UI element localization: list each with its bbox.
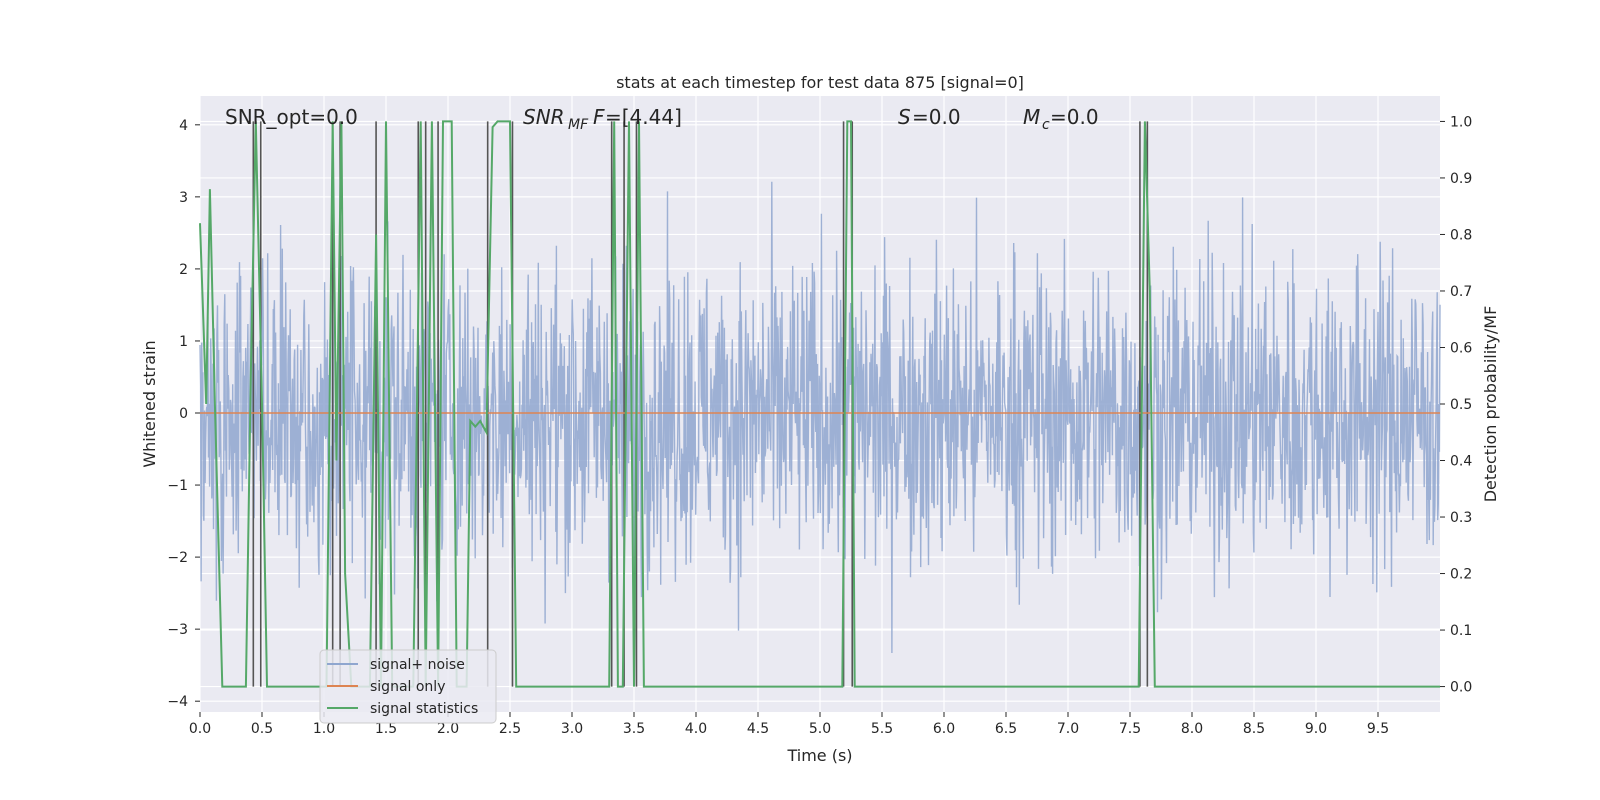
- y-axis-ticks: −4 −3 −2 −1 0 1 2 3 4: [167, 118, 200, 710]
- y-tick-label: −1: [167, 478, 188, 494]
- svg-text:=[4.44]: =[4.44]: [605, 105, 682, 129]
- svg-text:M: M: [1023, 105, 1040, 129]
- x-tick-label: 9.0: [1305, 721, 1327, 737]
- legend-label-signal-noise: signal+ noise: [370, 657, 465, 673]
- y2-tick-label: 0.4: [1450, 454, 1472, 470]
- svg-text:F: F: [593, 105, 605, 129]
- x-tick-label: 5.5: [871, 721, 893, 737]
- annotation-s: S =0.0: [898, 105, 961, 129]
- y2-tick-label: 0.8: [1450, 227, 1472, 243]
- signal-noise-series: [199, 181, 1441, 654]
- x-axis-label: Time (s): [786, 746, 852, 765]
- svg-text:S: S: [898, 105, 911, 129]
- svg-text:=0.0: =0.0: [912, 105, 961, 129]
- x-tick-label: 6.5: [995, 721, 1017, 737]
- annotation-snr-mf: SNR MF F =[4.44]: [523, 105, 682, 133]
- x-axis-ticks: 0.0 0.5 1.0 1.5 2.0 2.5 3.0 3.5 4.0 4.5 5.0 5.5 6.0 6…: [189, 712, 1389, 737]
- y-tick-label: −4: [167, 694, 188, 710]
- x-tick-label: 3.0: [561, 721, 583, 737]
- signal-statistics-series: [199, 120, 1440, 688]
- y2-tick-label: 0.2: [1450, 567, 1472, 583]
- x-tick-label: 6.0: [933, 721, 955, 737]
- y2-tick-label: 0.5: [1450, 397, 1472, 413]
- y2-tick-label: 0.0: [1450, 680, 1472, 696]
- y2-axis-ticks: 0.0 0.1 0.2 0.3 0.4 0.5 0.6 0.7 0.8 0.9 1.0: [1440, 114, 1472, 696]
- y2-tick-label: 0.9: [1450, 171, 1472, 187]
- x-tick-label: 8.0: [1181, 721, 1203, 737]
- signal-statistics-line: [199, 120, 1440, 688]
- y-tick-label: −3: [167, 622, 188, 638]
- legend-label-signal-only: signal only: [370, 679, 445, 695]
- x-tick-label: 4.0: [685, 721, 707, 737]
- y2-tick-label: 0.1: [1450, 623, 1472, 639]
- legend: signal+ noise signal only signal statist…: [319, 649, 497, 724]
- svg-text:MF: MF: [568, 117, 589, 133]
- y-tick-label: 0: [179, 406, 188, 422]
- x-tick-label: 1.0: [313, 721, 335, 737]
- x-tick-label: 2.5: [499, 721, 521, 737]
- x-tick-label: 5.0: [809, 721, 831, 737]
- chart-title: stats at each timestep for test data 875…: [616, 73, 1024, 92]
- x-tick-label: 9.5: [1367, 721, 1389, 737]
- x-tick-label: 1.5: [375, 721, 397, 737]
- svg-text:c: c: [1042, 117, 1050, 133]
- y2-tick-label: 0.6: [1450, 340, 1472, 356]
- svg-text:SNR: SNR: [523, 105, 565, 129]
- y-tick-label: −2: [167, 550, 188, 566]
- y2-tick-label: 0.7: [1450, 284, 1472, 300]
- y-tick-label: 2: [179, 262, 188, 278]
- signal-noise-line: [199, 181, 1441, 654]
- y-tick-label: 3: [179, 190, 188, 206]
- y2-axis-label: Detection probability/MF: [1481, 306, 1500, 503]
- y2-tick-label: 1.0: [1450, 114, 1472, 130]
- x-tick-label: 3.5: [623, 721, 645, 737]
- y-tick-label: 4: [179, 118, 188, 134]
- x-tick-label: 0.0: [189, 721, 211, 737]
- x-tick-label: 0.5: [251, 721, 273, 737]
- x-tick-label: 7.5: [1119, 721, 1141, 737]
- y-tick-label: 1: [179, 334, 188, 350]
- x-tick-label: 7.0: [1057, 721, 1079, 737]
- svg-text:=0.0: =0.0: [1050, 105, 1099, 129]
- annotation-mc: M c =0.0: [1023, 105, 1099, 133]
- legend-box: [319, 649, 497, 724]
- x-tick-label: 2.0: [437, 721, 459, 737]
- x-tick-label: 4.5: [747, 721, 769, 737]
- y2-tick-label: 0.3: [1450, 510, 1472, 526]
- x-tick-label: 8.5: [1243, 721, 1265, 737]
- legend-label-signal-statistics: signal statistics: [370, 701, 478, 717]
- annotation-snr-opt: SNR_opt=0.0: [225, 105, 358, 129]
- y-axis-label: Whitened strain: [140, 340, 159, 467]
